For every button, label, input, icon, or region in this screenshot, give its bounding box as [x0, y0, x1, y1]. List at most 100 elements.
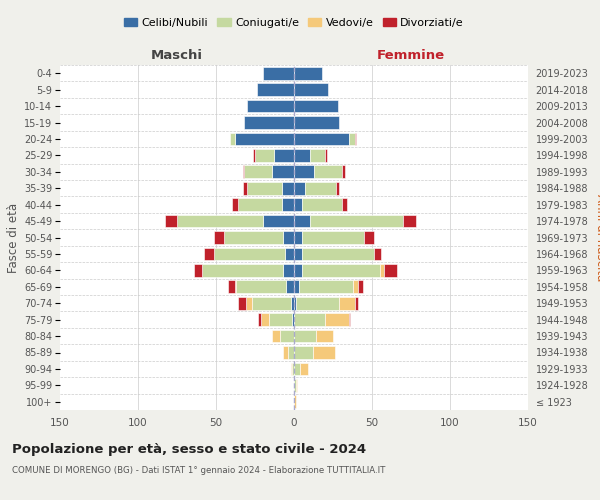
- Bar: [294, 264, 302, 277]
- Bar: [280, 330, 294, 342]
- Bar: [294, 330, 316, 342]
- Bar: [247, 100, 294, 112]
- Bar: [364, 231, 374, 244]
- Bar: [339, 297, 355, 310]
- Bar: [242, 166, 244, 178]
- Bar: [255, 149, 274, 162]
- Bar: [294, 231, 302, 244]
- Bar: [380, 264, 385, 277]
- Bar: [272, 166, 294, 178]
- Bar: [281, 182, 294, 194]
- Bar: [294, 362, 300, 376]
- Bar: [238, 198, 281, 211]
- Bar: [291, 362, 292, 376]
- Bar: [294, 396, 296, 408]
- Bar: [299, 280, 353, 293]
- Text: Maschi: Maschi: [151, 48, 203, 62]
- Bar: [247, 182, 281, 194]
- Bar: [294, 83, 328, 96]
- Bar: [214, 248, 284, 260]
- Bar: [349, 132, 355, 145]
- Bar: [355, 297, 358, 310]
- Text: Popolazione per età, sesso e stato civile - 2024: Popolazione per età, sesso e stato civil…: [12, 442, 366, 456]
- Bar: [283, 264, 294, 277]
- Bar: [281, 198, 294, 211]
- Bar: [294, 198, 302, 211]
- Bar: [294, 132, 349, 145]
- Bar: [236, 280, 286, 293]
- Bar: [310, 214, 403, 228]
- Bar: [294, 248, 302, 260]
- Bar: [269, 313, 292, 326]
- Text: COMUNE DI MORENGO (BG) - Dati ISTAT 1° gennaio 2024 - Elaborazione TUTTITALIA.IT: COMUNE DI MORENGO (BG) - Dati ISTAT 1° g…: [12, 466, 385, 475]
- Bar: [296, 297, 339, 310]
- Bar: [294, 116, 339, 129]
- Bar: [313, 346, 335, 359]
- Bar: [316, 330, 333, 342]
- Bar: [257, 83, 294, 96]
- Bar: [202, 264, 283, 277]
- Bar: [261, 313, 269, 326]
- Bar: [294, 379, 296, 392]
- Bar: [294, 100, 338, 112]
- Bar: [403, 214, 416, 228]
- Bar: [343, 166, 346, 178]
- Bar: [302, 248, 374, 260]
- Bar: [284, 248, 294, 260]
- Bar: [310, 149, 325, 162]
- Bar: [245, 297, 252, 310]
- Bar: [292, 362, 294, 376]
- Bar: [296, 379, 297, 392]
- Bar: [229, 280, 235, 293]
- Bar: [235, 132, 294, 145]
- Bar: [358, 280, 362, 293]
- Bar: [224, 231, 283, 244]
- Legend: Celibi/Nubili, Coniugati/e, Vedovi/e, Divorziati/e: Celibi/Nubili, Coniugati/e, Vedovi/e, Di…: [119, 14, 469, 32]
- Bar: [232, 198, 238, 211]
- Bar: [302, 198, 343, 211]
- Bar: [325, 149, 327, 162]
- Bar: [294, 166, 314, 178]
- Bar: [291, 297, 294, 310]
- Bar: [385, 264, 397, 277]
- Bar: [305, 182, 336, 194]
- Bar: [283, 346, 288, 359]
- Bar: [244, 116, 294, 129]
- Bar: [294, 182, 305, 194]
- Bar: [274, 149, 294, 162]
- Y-axis label: Anni di nascita: Anni di nascita: [594, 194, 600, 281]
- Bar: [294, 313, 325, 326]
- Bar: [252, 297, 291, 310]
- Bar: [286, 280, 294, 293]
- Bar: [325, 313, 349, 326]
- Bar: [244, 166, 272, 178]
- Text: Femmine: Femmine: [377, 48, 445, 62]
- Bar: [292, 313, 294, 326]
- Bar: [294, 297, 296, 310]
- Bar: [164, 214, 177, 228]
- Bar: [302, 231, 364, 244]
- Bar: [263, 214, 294, 228]
- Bar: [294, 67, 322, 80]
- Bar: [374, 248, 382, 260]
- Bar: [242, 182, 247, 194]
- Bar: [294, 214, 310, 228]
- Bar: [235, 280, 236, 293]
- Bar: [300, 362, 308, 376]
- Bar: [349, 313, 350, 326]
- Bar: [258, 313, 261, 326]
- Bar: [294, 346, 313, 359]
- Bar: [272, 330, 280, 342]
- Bar: [288, 346, 294, 359]
- Bar: [194, 264, 202, 277]
- Bar: [177, 214, 263, 228]
- Y-axis label: Fasce di età: Fasce di età: [7, 202, 20, 272]
- Bar: [230, 132, 235, 145]
- Bar: [238, 297, 245, 310]
- Bar: [294, 149, 310, 162]
- Bar: [353, 280, 358, 293]
- Bar: [355, 132, 356, 145]
- Bar: [294, 280, 299, 293]
- Bar: [283, 231, 294, 244]
- Bar: [314, 166, 343, 178]
